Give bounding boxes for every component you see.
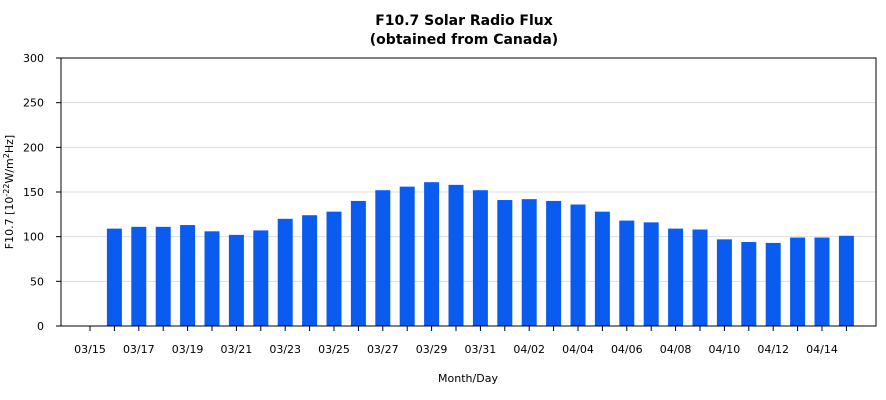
y-tick-label: 250 [23, 97, 44, 110]
x-tick-label: 04/02 [513, 343, 545, 356]
bar-03-17 [131, 226, 147, 326]
x-tick-label: 04/06 [611, 343, 643, 356]
x-tick-label: 03/19 [172, 343, 204, 356]
bar-03-18 [155, 226, 171, 326]
x-tick-label: 04/08 [660, 343, 692, 356]
bar-03-30 [448, 184, 464, 326]
bar-04-05 [594, 211, 610, 326]
bar-04-15 [838, 235, 854, 326]
y-tick-label: 150 [23, 186, 44, 199]
bar-03-29 [424, 182, 440, 326]
bar-03-16 [106, 228, 122, 326]
bar-series [106, 182, 854, 326]
bar-03-21 [228, 234, 244, 326]
y-axis: 0 50 100 150 200 250 300 [23, 52, 61, 333]
bar-04-09 [692, 229, 708, 326]
y-tick-label: 300 [23, 52, 44, 65]
bar-04-12 [765, 242, 781, 326]
chart-title: F10.7 Solar Radio Flux [375, 13, 553, 29]
x-tick-label: 04/12 [757, 343, 789, 356]
plot-frame [60, 57, 877, 327]
y-axis-label-part-1: F10.7 [10 [3, 197, 16, 250]
x-tick-label: 04/14 [806, 343, 838, 356]
x-tick-label: 03/31 [465, 343, 497, 356]
x-tick-label: 04/10 [709, 343, 741, 356]
y-axis-label-part-3: Hz] [3, 135, 16, 153]
bar-03-26 [350, 200, 366, 326]
bar-04-01 [497, 200, 513, 326]
bar-04-13 [790, 237, 806, 326]
bar-04-03 [546, 200, 562, 326]
y-axis-label-exponent: -22 [2, 184, 11, 197]
bar-04-14 [814, 237, 830, 326]
x-tick-label: 03/21 [221, 343, 253, 356]
chart-subtitle: (obtained from Canada) [370, 32, 558, 48]
x-tick-label: 03/17 [123, 343, 155, 356]
x-tick-label: 03/25 [318, 343, 350, 356]
bar-03-28 [399, 186, 415, 326]
bar-04-02 [521, 199, 537, 326]
x-axis: 03/15 03/17 03/19 03/21 03/23 03/25 03/27 03/29… [74, 326, 847, 356]
bar-03-20 [204, 231, 220, 326]
x-tick-label: 04/04 [562, 343, 594, 356]
y-tick-label: 100 [23, 231, 44, 244]
bar-03-23 [277, 218, 293, 326]
y-tick-label: 200 [23, 141, 44, 154]
x-tick-label: 03/15 [74, 343, 106, 356]
bar-03-31 [472, 190, 488, 326]
y-axis-label-part-2: W/m [3, 158, 16, 183]
bar-04-11 [741, 242, 757, 326]
bar-03-27 [375, 190, 391, 326]
bar-04-07 [643, 222, 659, 326]
y-axis-label: F10.7 [10-22W/m2Hz] [2, 135, 17, 249]
bar-03-19 [180, 225, 196, 326]
bar-04-04 [570, 204, 586, 326]
bar-04-10 [716, 239, 732, 326]
bar-03-25 [326, 211, 342, 326]
y-axis-label-square: 2 [2, 153, 11, 158]
bar-04-06 [619, 220, 635, 326]
y-tick-label: 50 [30, 275, 44, 288]
bar-03-24 [302, 215, 318, 326]
x-tick-label: 03/29 [416, 343, 448, 356]
y-tick-label: 0 [37, 320, 44, 333]
x-tick-label: 03/27 [367, 343, 399, 356]
x-axis-label: Month/Day [438, 372, 498, 385]
bar-04-08 [668, 228, 684, 326]
x-tick-label: 03/23 [269, 343, 301, 356]
bar-03-22 [253, 230, 269, 326]
grid-lines [61, 102, 876, 282]
